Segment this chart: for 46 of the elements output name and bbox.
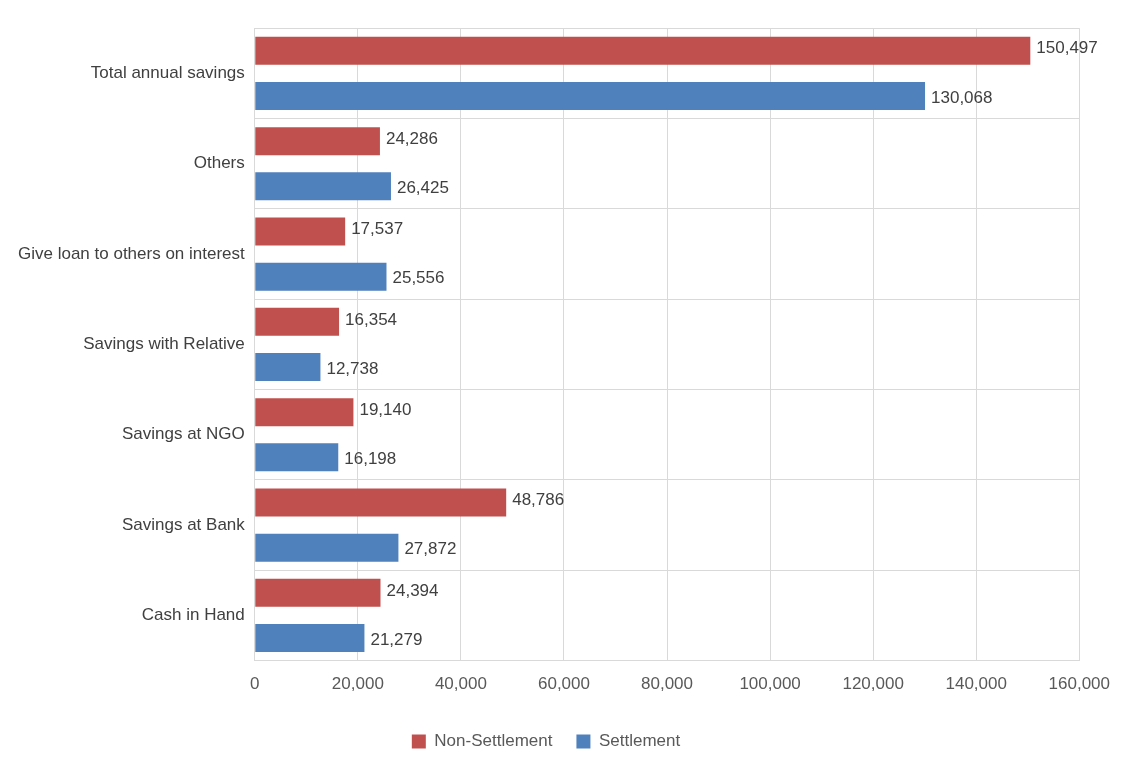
data-label: 26,425	[396, 177, 449, 197]
bar	[255, 81, 926, 110]
x-tick-label: 140,000	[945, 674, 1007, 694]
bar	[255, 217, 346, 246]
data-label: 19,140	[359, 399, 412, 419]
bar	[255, 488, 507, 517]
x-tick-label: 160,000	[1048, 674, 1110, 694]
data-label: 16,198	[344, 449, 397, 469]
bar	[255, 172, 391, 201]
data-label: 150,497	[1036, 38, 1098, 58]
bar	[255, 624, 365, 653]
x-tick-label: 120,000	[842, 674, 904, 694]
legend-label: Non-Settlement	[434, 731, 553, 751]
data-label: 130,068	[931, 87, 993, 107]
x-tick-label: 60,000	[537, 674, 590, 694]
bar	[255, 36, 1031, 65]
bar	[255, 398, 354, 427]
bar	[255, 262, 387, 291]
x-tick-label: 80,000	[641, 674, 694, 694]
y-tick-label: Total annual savings	[90, 63, 245, 83]
data-label: 17,537	[351, 219, 404, 239]
data-label: 16,354	[345, 309, 398, 329]
y-tick-label: Savings at NGO	[121, 424, 245, 444]
data-label: 21,279	[370, 629, 423, 649]
data-label: 24,286	[385, 128, 438, 148]
data-label: 12,738	[326, 358, 379, 378]
legend-label: Settlement	[598, 731, 681, 751]
bar	[255, 127, 380, 156]
x-tick-label: 100,000	[739, 674, 801, 694]
bar	[255, 443, 339, 472]
y-tick-label: Others	[193, 153, 245, 173]
y-tick-label: Give loan to others on interest	[18, 243, 246, 263]
data-label: 27,872	[404, 539, 457, 559]
data-label: 24,394	[386, 580, 439, 600]
x-tick-label: 40,000	[434, 674, 487, 694]
data-label: 48,786	[512, 490, 565, 510]
bar	[255, 307, 340, 336]
y-tick-label: Cash in Hand	[141, 605, 245, 625]
data-label: 25,556	[392, 268, 445, 288]
y-tick-label: Savings at Bank	[121, 514, 246, 534]
bar	[255, 352, 321, 381]
y-tick-label: Savings with Relative	[83, 334, 245, 354]
bar	[255, 578, 381, 607]
bar	[255, 533, 399, 562]
x-tick-label: 0	[250, 674, 260, 694]
x-tick-label: 20,000	[331, 674, 384, 694]
